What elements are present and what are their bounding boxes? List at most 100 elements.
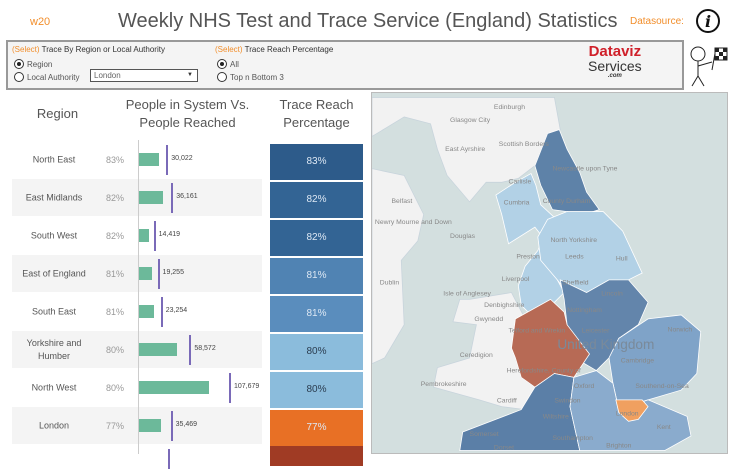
table-row[interactable]: North East 83% xyxy=(12,141,262,178)
map-place-label: North Yorkshire xyxy=(551,237,598,244)
radio-all[interactable]: All xyxy=(217,59,239,69)
map-place-label: Gwynedd xyxy=(474,316,503,323)
region-name: London xyxy=(38,420,70,430)
map-place-label: Southend-on-Sea xyxy=(635,383,689,390)
select-prefix: (Select) xyxy=(12,45,40,54)
radio-unchecked-icon xyxy=(217,72,227,82)
table-row[interactable]: East Midlands 82% xyxy=(12,179,262,216)
reach-percent: 77% xyxy=(106,420,125,431)
info-icon[interactable]: i xyxy=(696,9,720,33)
map-place-label: Oxford xyxy=(574,383,595,390)
people-in-system-marker[interactable] xyxy=(171,183,174,213)
people-reached-bar[interactable] xyxy=(139,153,160,166)
map-place-label: Swindon xyxy=(554,398,580,405)
reach-percent: 80% xyxy=(106,344,125,355)
people-in-system-marker[interactable] xyxy=(153,221,156,251)
filter-panel: (Select) Trace By Region or Local Author… xyxy=(6,40,684,90)
map-place-label: Cambridge xyxy=(621,358,655,365)
region-name: East Midlands xyxy=(25,192,83,202)
map-place-label: Dublin xyxy=(380,280,400,287)
region-name: South West xyxy=(30,230,78,240)
table-row[interactable]: London 77% xyxy=(12,407,262,444)
map-place-label: Norwich xyxy=(668,327,693,334)
table-row[interactable]: South East 81% xyxy=(12,293,262,330)
people-in-system-marker[interactable] xyxy=(189,335,192,365)
map-place-label: Douglas xyxy=(450,233,476,240)
reach-heat-cell[interactable]: 77% xyxy=(270,410,363,446)
people-in-system-value: 30,022 xyxy=(171,155,193,162)
people-reached-bar[interactable] xyxy=(139,305,155,318)
radio-label: All xyxy=(230,59,239,69)
people-reached-bar[interactable] xyxy=(139,191,163,204)
region-name: Yorkshire and Humber xyxy=(26,337,82,361)
map-place-label: Telford and Wrekin xyxy=(509,328,566,335)
people-in-system-marker[interactable] xyxy=(170,411,173,441)
people-in-system-marker[interactable] xyxy=(157,259,160,289)
map-place-label: Denbighshire xyxy=(484,302,524,309)
page-title: Weekly NHS Test and Trace Service (Engla… xyxy=(118,10,618,32)
map-place-label: United Kingdom xyxy=(557,337,654,352)
radio-top-bottom-3[interactable]: Top n Bottom 3 xyxy=(217,72,284,82)
reach-heat-cell[interactable]: 82% xyxy=(270,182,363,218)
reach-percent: 82% xyxy=(106,192,125,203)
map-place-label: Leicester xyxy=(582,328,610,335)
map-region-london xyxy=(615,399,649,422)
people-in-system-value: 14,419 xyxy=(158,231,181,238)
people-in-system-value: 23,254 xyxy=(165,307,188,314)
reach-percent: 80% xyxy=(106,382,125,393)
map-place-label: Edinburgh xyxy=(494,104,525,111)
radio-local-authority[interactable]: Local Authority xyxy=(14,72,79,82)
table-row[interactable]: North West 80% xyxy=(12,369,262,406)
table-row[interactable]: South West 82% xyxy=(12,217,262,254)
reach-heat-cell[interactable]: 80% xyxy=(270,334,363,370)
reach-heat-cell[interactable]: 81% xyxy=(270,296,363,332)
map-place-label: Brighton xyxy=(606,443,632,450)
map-place-label: Lincoln xyxy=(601,290,623,297)
map-place-label: Scottish Borders xyxy=(499,141,550,148)
people-reached-bar[interactable] xyxy=(139,381,209,394)
people-in-system-marker[interactable] xyxy=(229,373,231,403)
reach-heat-cell-partial[interactable] xyxy=(270,446,363,466)
reach-heat-cell[interactable]: 82% xyxy=(270,220,363,256)
map-place-label: Wiltshire xyxy=(543,413,569,420)
datasource-link[interactable]: Datasource: xyxy=(630,16,684,27)
local-authority-dropdown[interactable]: London ▼ xyxy=(90,69,198,82)
reach-label: (Select) Trace Reach Percentage xyxy=(215,45,333,54)
radio-region[interactable]: Region xyxy=(14,59,52,69)
map-place-label: Isle of Anglesey xyxy=(443,290,491,297)
people-in-system-value: 58,572 xyxy=(194,345,216,352)
select-prefix: (Select) xyxy=(215,45,243,54)
dataviz-logo[interactable]: Dataviz Services .com xyxy=(588,44,642,79)
people-in-system-marker[interactable] xyxy=(160,297,163,327)
logo-line1: Dataviz xyxy=(588,43,642,60)
map-place-label: Glasgow City xyxy=(450,117,491,124)
map-place-label: Ceredigion xyxy=(460,352,493,359)
reach-percent: 82% xyxy=(106,230,125,241)
radio-label: Local Authority xyxy=(27,72,80,82)
radio-checked-icon xyxy=(217,59,227,69)
people-reached-bar[interactable] xyxy=(139,343,177,356)
reach-percent: 81% xyxy=(106,268,125,279)
people-in-system-marker[interactable] xyxy=(168,449,170,469)
england-map[interactable]: Edinburgh Scottish Borders East Ayrshire Gl… xyxy=(371,92,728,454)
people-reached-bar[interactable] xyxy=(139,267,152,280)
reach-heat-cell[interactable]: 83% xyxy=(270,144,363,180)
reach-column-header: Trace Reach Percentage xyxy=(279,97,354,130)
map-place-label: Newcastle upon Tyne xyxy=(552,166,617,173)
table-row[interactable]: East of England 81% xyxy=(12,255,262,292)
map-place-label: Carlisle xyxy=(509,178,532,185)
people-reached-bar[interactable] xyxy=(139,419,162,432)
reach-heat-cell[interactable]: 81% xyxy=(270,258,363,294)
people-column-header: People in System Vs. People Reached xyxy=(125,97,250,130)
logo-line2: Services xyxy=(588,58,642,74)
map-place-label: Sheffield xyxy=(562,280,589,287)
reach-heat-cell[interactable]: 80% xyxy=(270,372,363,408)
people-in-system-value: 107,679 xyxy=(234,383,260,390)
table-row[interactable]: Yorkshire and Humber 80% xyxy=(12,331,262,368)
map-place-label: East Ayrshire xyxy=(445,146,485,153)
people-in-system-marker[interactable] xyxy=(166,145,169,175)
radio-label: Top n Bottom 3 xyxy=(230,72,284,82)
people-reached-bar[interactable] xyxy=(139,229,149,242)
people-in-system-value: 35,469 xyxy=(175,421,198,428)
trace-by-label: (Select) Trace By Region or Local Author… xyxy=(12,45,165,54)
